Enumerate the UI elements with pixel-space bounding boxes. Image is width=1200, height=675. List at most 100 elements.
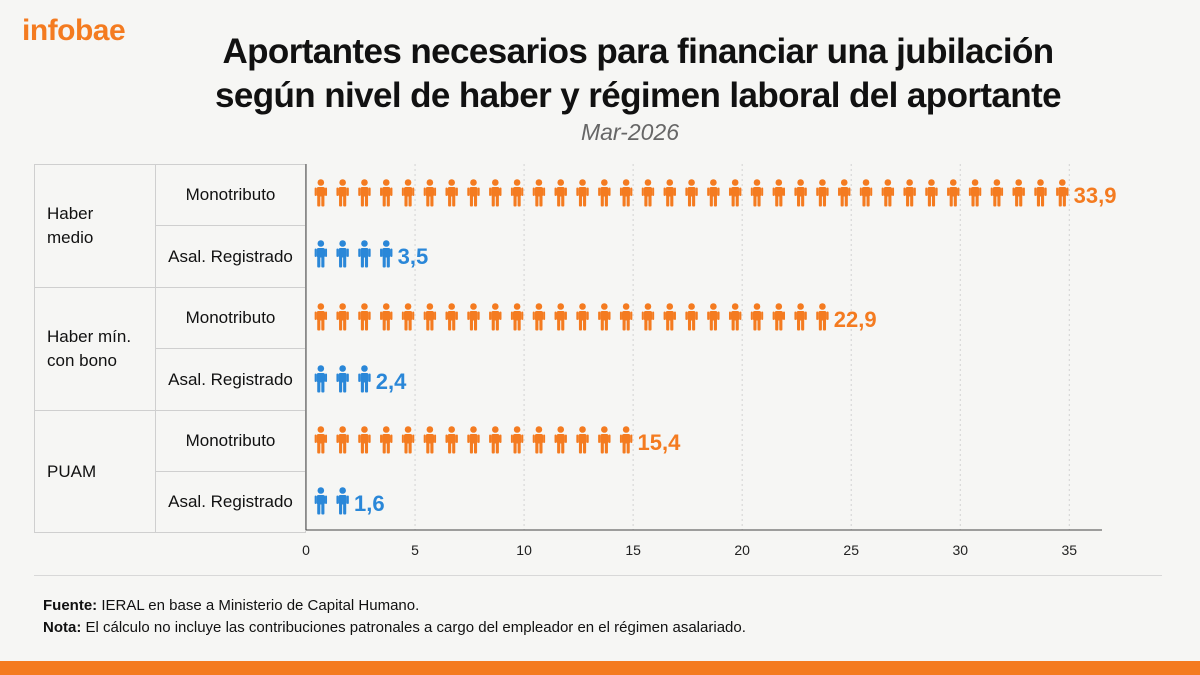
person-icon xyxy=(401,303,415,331)
value-label: 22,9 xyxy=(834,307,877,332)
person-icon xyxy=(707,303,720,331)
person-icon xyxy=(336,487,349,515)
person-icon xyxy=(489,426,502,454)
person-icon xyxy=(598,426,611,454)
value-label: 2,4 xyxy=(376,369,407,394)
person-icon xyxy=(314,240,328,268)
person-icon xyxy=(576,426,589,454)
row-label-table: Haber medio Monotributo Asal. Registrado … xyxy=(34,164,306,533)
value-label: 33,9 xyxy=(1074,183,1117,208)
group-label-line: con bono xyxy=(47,351,117,370)
person-icon xyxy=(554,303,567,331)
person-icon xyxy=(445,426,458,454)
person-icon xyxy=(641,303,655,331)
person-icon xyxy=(489,179,502,207)
person-icon xyxy=(336,240,349,268)
person-icon xyxy=(838,179,851,207)
person-icon xyxy=(816,179,829,207)
value-label: 15,4 xyxy=(637,430,681,455)
title-line-2: según nivel de haber y régimen laboral d… xyxy=(215,76,1062,115)
regime-label-asalariado: Asal. Registrado xyxy=(155,348,306,411)
person-icon xyxy=(641,179,655,207)
regime-label-asalariado: Asal. Registrado xyxy=(155,471,306,533)
footer-divider xyxy=(34,575,1162,576)
regime-label-monotributo: Monotributo xyxy=(155,410,306,472)
person-icon xyxy=(336,179,349,207)
person-icon xyxy=(598,179,611,207)
person-icon xyxy=(663,179,676,207)
source-label: Fuente: xyxy=(43,597,98,614)
person-icon xyxy=(445,303,458,331)
x-tick-label: 30 xyxy=(952,542,968,558)
note-line: Nota: El cálculo no incluye las contribu… xyxy=(43,617,746,639)
group-label-line: medio xyxy=(47,228,94,247)
person-icon xyxy=(467,179,480,207)
person-icon xyxy=(619,179,633,207)
person-icon xyxy=(445,179,458,207)
person-icon xyxy=(380,303,393,331)
group-label-line: PUAM xyxy=(47,461,97,481)
person-icon xyxy=(336,303,349,331)
person-icon xyxy=(358,303,371,331)
person-icon xyxy=(794,303,807,331)
person-icon xyxy=(554,179,567,207)
person-icon xyxy=(576,303,589,331)
person-icon xyxy=(380,426,393,454)
x-tick-label: 25 xyxy=(843,542,859,558)
person-icon xyxy=(423,179,437,207)
note-label: Nota: xyxy=(43,619,82,636)
x-tick-label: 5 xyxy=(411,542,419,558)
group-label-haber-minimo: Haber mín. con bono xyxy=(34,287,156,411)
x-tick-label: 10 xyxy=(516,542,532,558)
source-text: IERAL en base a Ministerio de Capital Hu… xyxy=(97,597,420,614)
person-icon xyxy=(554,426,567,454)
person-icon xyxy=(707,179,720,207)
person-icon xyxy=(467,426,480,454)
person-icon xyxy=(380,240,393,268)
person-icon xyxy=(314,487,328,515)
title-line-1: Aportantes necesarios para financiar una… xyxy=(222,32,1054,71)
regime-label-asalariado: Asal. Registrado xyxy=(155,225,306,288)
person-icon xyxy=(619,426,633,454)
person-icon xyxy=(859,179,873,207)
person-icon xyxy=(380,179,393,207)
group-label-line: Haber mín. xyxy=(47,327,132,346)
person-icon xyxy=(358,426,371,454)
person-icon xyxy=(358,365,371,393)
person-icon xyxy=(794,179,807,207)
x-tick-label: 35 xyxy=(1061,542,1077,558)
note-text: El cálculo no incluye las contribuciones… xyxy=(81,619,746,636)
person-icon xyxy=(750,179,764,207)
value-label: 1,6 xyxy=(354,491,385,516)
person-icon xyxy=(510,179,524,207)
x-tick-label: 15 xyxy=(625,542,641,558)
person-icon xyxy=(336,365,349,393)
person-icon xyxy=(1034,179,1047,207)
person-icon xyxy=(401,179,415,207)
person-icon xyxy=(423,426,437,454)
person-icon xyxy=(314,365,328,393)
person-icon xyxy=(968,179,982,207)
person-icon xyxy=(314,303,328,331)
person-icon xyxy=(772,179,786,207)
group-label-line: Haber xyxy=(47,204,94,223)
source-line: Fuente: IERAL en base a Ministerio de Ca… xyxy=(43,595,746,617)
person-icon xyxy=(947,179,960,207)
regime-label-monotributo: Monotributo xyxy=(155,287,306,349)
value-label: 3,5 xyxy=(398,244,429,269)
person-icon xyxy=(598,303,611,331)
x-tick-label: 20 xyxy=(734,542,750,558)
person-icon xyxy=(314,179,328,207)
person-icon xyxy=(990,179,1004,207)
person-icon xyxy=(510,426,524,454)
footer: Fuente: IERAL en base a Ministerio de Ca… xyxy=(43,595,746,639)
person-icon xyxy=(663,303,676,331)
regime-label-monotributo: Monotributo xyxy=(155,164,306,226)
person-icon xyxy=(925,179,938,207)
person-icon xyxy=(772,303,786,331)
person-icon xyxy=(358,240,371,268)
person-icon xyxy=(358,179,371,207)
pictogram-chart: 0 5 10 15 20 25 30 35 33,9 3,5 22,9 2,4 15,4 1,6 xyxy=(302,164,1117,558)
person-icon xyxy=(1056,179,1069,207)
person-icon xyxy=(750,303,764,331)
